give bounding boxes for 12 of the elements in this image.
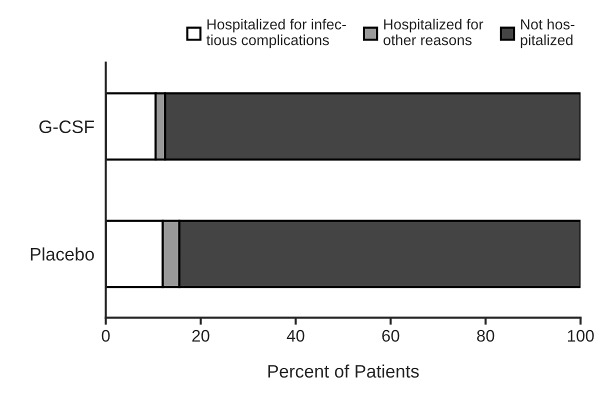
y-tick-label: G-CSF <box>39 120 94 134</box>
x-tick-label: 100 <box>568 330 594 342</box>
legend-label: Hospitalized for other reasons <box>384 18 484 46</box>
legend-label: Hospitalized for infec- tious complications <box>206 18 346 48</box>
legend-label: Not hos- pitalized <box>520 18 574 48</box>
y-tick-label: Placebo <box>30 247 94 261</box>
x-tick-label: 20 <box>192 330 210 342</box>
x-tick-label: 60 <box>382 330 400 342</box>
x-tick-label: 0 <box>102 330 110 342</box>
x-tick-label: 80 <box>477 330 494 342</box>
x-axis-title: Percent of Patients <box>268 364 419 378</box>
x-tick-label: 40 <box>286 330 304 342</box>
